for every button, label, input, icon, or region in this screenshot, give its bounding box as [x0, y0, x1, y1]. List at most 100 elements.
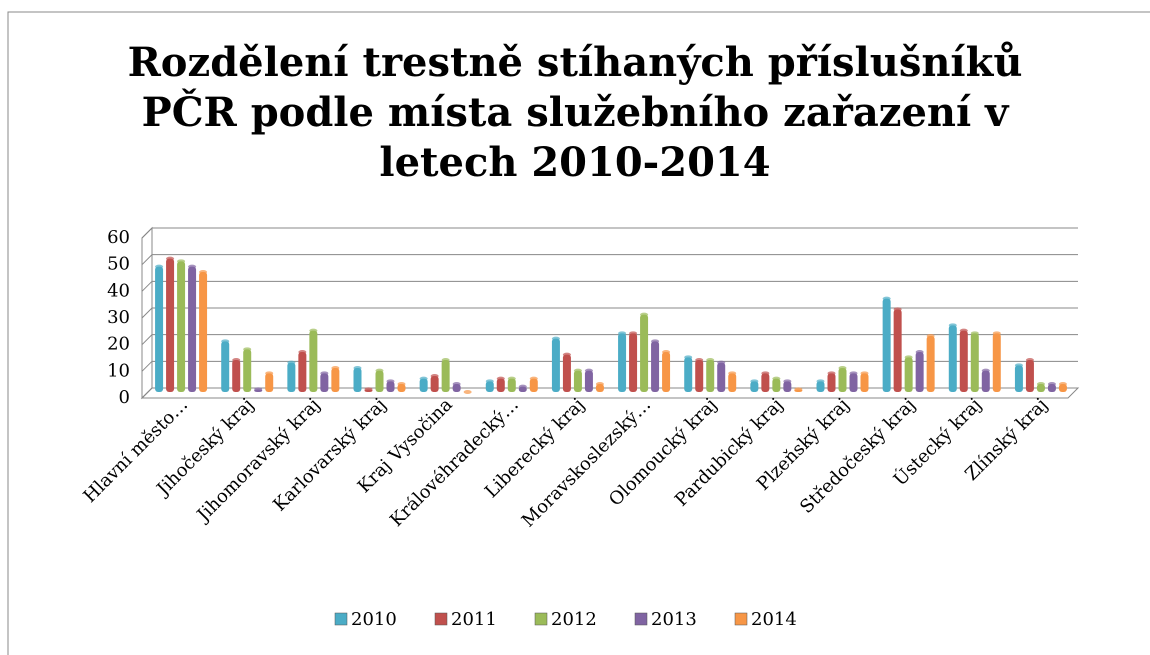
bar	[772, 376, 781, 392]
bar-face	[684, 357, 693, 392]
bar-top	[221, 339, 230, 344]
bar-face	[441, 360, 450, 392]
bar-top	[419, 376, 428, 381]
bar-face	[728, 373, 737, 392]
bar	[353, 366, 362, 392]
bar-face	[221, 341, 230, 392]
bar-top	[750, 379, 759, 384]
bar	[496, 376, 505, 392]
bar-face	[496, 378, 505, 392]
bar	[562, 352, 571, 392]
bar	[166, 256, 175, 392]
bar	[970, 331, 979, 392]
bar-top	[518, 384, 527, 389]
bar	[1025, 358, 1034, 392]
grid-line	[141, 387, 1078, 399]
bar-top	[629, 331, 638, 336]
grid-line	[141, 280, 1078, 292]
bar-top	[816, 379, 825, 384]
chart-title: Rozdělení trestně stíhaných příslušníků …	[127, 39, 1023, 186]
bar-top	[618, 331, 627, 336]
bar	[761, 371, 770, 392]
bar	[529, 376, 538, 392]
bar-face	[959, 330, 968, 392]
bar	[573, 368, 582, 392]
bar	[882, 296, 891, 392]
bar	[507, 376, 516, 392]
bar-face	[1014, 365, 1023, 392]
bar-top	[463, 390, 472, 394]
bar-face	[397, 384, 406, 392]
bar-top	[254, 387, 263, 392]
bar	[794, 387, 803, 392]
bar-top	[1047, 382, 1056, 386]
bar	[441, 358, 450, 392]
bar	[188, 264, 197, 392]
bar	[430, 374, 439, 392]
bar-top	[1014, 363, 1023, 368]
bar-face	[706, 360, 715, 392]
bar	[419, 376, 428, 392]
bar-top	[166, 256, 175, 261]
bar-face	[1025, 360, 1034, 392]
bar-face	[562, 354, 571, 392]
bar-face	[849, 373, 858, 392]
bar-top	[353, 366, 362, 370]
bar-face	[243, 349, 252, 392]
bar-face	[430, 376, 439, 392]
bar	[254, 387, 263, 392]
bar-face	[298, 352, 307, 392]
bar	[375, 368, 384, 392]
bar	[463, 390, 472, 394]
bar-top	[177, 259, 186, 264]
bar-top	[1036, 382, 1045, 386]
bar-top	[893, 307, 902, 312]
bar-top	[860, 371, 869, 376]
x-tick-label: Královéhradecký…	[386, 394, 523, 531]
bar-top	[309, 328, 318, 333]
bar-face	[199, 272, 208, 392]
bar-top	[188, 264, 197, 269]
bar-top	[331, 366, 340, 370]
bar	[1047, 382, 1056, 392]
bar	[298, 350, 307, 392]
bar-face	[188, 266, 197, 392]
bar-face	[232, 360, 241, 392]
bar	[155, 264, 164, 392]
bar-top	[199, 270, 208, 274]
grid-line	[141, 254, 1078, 266]
bar	[816, 379, 825, 392]
bar-face	[529, 378, 538, 392]
bar	[243, 347, 252, 392]
bar-top	[695, 358, 704, 362]
bar	[386, 379, 395, 392]
bar-top	[827, 371, 836, 376]
bar-top	[684, 355, 693, 360]
bar-face	[287, 362, 296, 392]
bar-face	[485, 381, 494, 392]
bar	[904, 355, 913, 392]
bar-top	[948, 323, 957, 328]
bar-face	[651, 341, 660, 392]
bar	[926, 334, 935, 392]
bar-top	[992, 331, 1001, 336]
bar	[199, 270, 208, 392]
frame	[7, 11, 1150, 655]
bar-face	[860, 373, 869, 392]
bar	[695, 358, 704, 392]
bar-face	[265, 373, 274, 392]
bar	[287, 360, 296, 392]
bar-top	[640, 312, 649, 317]
bar-top	[243, 347, 252, 352]
bar-face	[640, 314, 649, 392]
grid-line	[141, 360, 1078, 372]
bar-top	[562, 352, 571, 357]
y-tick-label: 30	[107, 307, 130, 328]
x-tick-label: Moravskoslezský…	[518, 394, 655, 531]
bar-top	[551, 336, 560, 341]
bar-face	[331, 368, 340, 392]
bar-face	[783, 381, 792, 392]
bar	[331, 366, 340, 392]
bar-face	[551, 338, 560, 392]
